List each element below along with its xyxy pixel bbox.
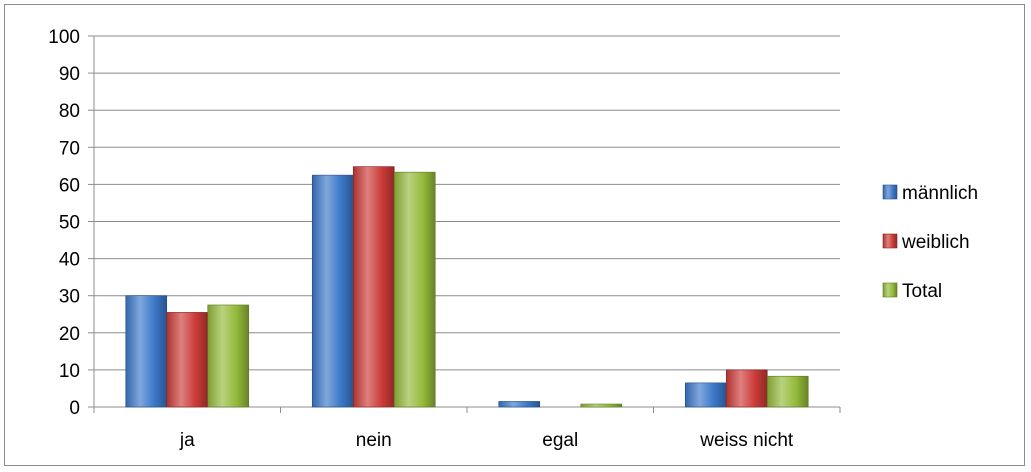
y-tick-label: 30 [59, 287, 80, 308]
bar-egal-männlich [498, 401, 541, 408]
bar-egal-Total [580, 403, 623, 408]
legend-label: Total [902, 281, 942, 302]
bar-nein-Total [393, 171, 436, 408]
y-tick-label: 40 [59, 250, 80, 271]
y-tick-label: 0 [69, 398, 80, 419]
x-tick-label: nein [356, 430, 392, 451]
legend: männlich weiblich Total [882, 183, 978, 302]
y-tick-label: 10 [59, 361, 80, 382]
bar-ja-weiblich [166, 312, 209, 408]
y-axis-tick-labels: 0 10 20 30 40 50 60 70 80 90 100 [48, 27, 80, 419]
bar-nein-männlich [311, 174, 354, 408]
bar-ja-männlich [125, 295, 168, 408]
y-tick-label: 20 [59, 324, 80, 345]
y-tick-label: 80 [59, 101, 80, 122]
bar-ja-Total [207, 304, 250, 408]
bar-weiss-nicht-Total [766, 375, 809, 408]
bar-weiss-nicht-weiblich [725, 369, 768, 408]
legend-swatch [882, 282, 898, 298]
y-tick-label: 70 [59, 138, 80, 159]
x-axis-tick-labels: ja nein egal weiss nicht [179, 430, 794, 451]
y-tick-label: 50 [59, 213, 80, 234]
x-tick-label: egal [542, 430, 578, 451]
y-tick-label: 60 [59, 175, 80, 196]
y-tick-label: 100 [48, 27, 80, 48]
bar-weiss-nicht-männlich [684, 382, 727, 408]
legend-label: männlich [902, 183, 978, 204]
y-tick-label: 90 [59, 64, 80, 85]
x-tick-label: ja [179, 430, 195, 451]
bars [125, 166, 809, 408]
legend-swatch [882, 184, 898, 200]
bar-nein-weiblich [352, 166, 395, 408]
legend-swatch [882, 233, 898, 249]
legend-label: weiblich [901, 232, 970, 253]
x-tick-label: weiss nicht [699, 430, 794, 451]
